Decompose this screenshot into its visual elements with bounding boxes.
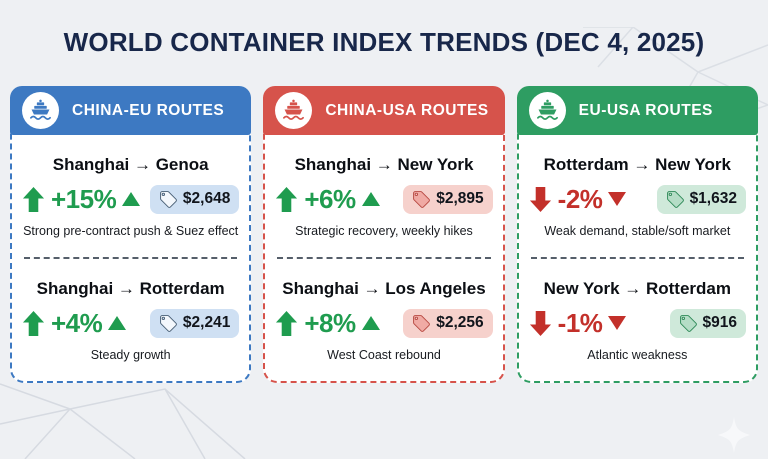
ship-icon [22, 92, 59, 129]
change-percent: -1% [557, 307, 603, 338]
price-pill: $2,648 [149, 184, 240, 214]
price-value: $2,895 [436, 190, 484, 207]
route-metrics: +4% $2,241 [12, 308, 249, 339]
price-pill: $1,632 [656, 184, 746, 214]
card-eu-usa-header: EU-USA ROUTES [516, 86, 758, 135]
route-new-york-rotterdam: New York → Rotterdam -1% $916 Atlantic w… [519, 259, 756, 381]
price-pill: $2,256 [403, 308, 493, 338]
card-title: CHINA-EU ROUTES [72, 101, 225, 119]
card-body: Shanghai → New York +6% $2,895 Strategic… [265, 135, 502, 381]
route-metrics: +8% $2,256 [265, 308, 502, 339]
route-rotterdam-new-york: Rotterdam → New York -2% $1,632 Weak dem… [519, 135, 756, 257]
trend-up-arrow-icon [22, 310, 45, 336]
trend-up-arrow-icon [276, 310, 298, 336]
trend-triangle-icon [608, 316, 627, 330]
trend-up-arrow-icon [276, 186, 298, 212]
change-percent: -2% [557, 183, 603, 214]
route-metrics: -2% $1,632 [519, 184, 756, 215]
sparkle-decoration [718, 417, 750, 453]
card-china-usa-header: CHINA-USA ROUTES [263, 86, 505, 135]
trend-triangle-icon [608, 192, 627, 206]
change-percent: +8% [304, 307, 356, 338]
price-value: $1,632 [689, 190, 737, 207]
change-percent: +15% [51, 183, 117, 214]
price-tag-icon [160, 190, 177, 208]
card-china-eu: CHINA-EU ROUTES Shanghai → Genoa +15% $2… [10, 86, 252, 383]
card-china-eu-header: CHINA-EU ROUTES [10, 86, 252, 135]
ship-icon [528, 92, 566, 129]
route-shanghai-los-angeles: Shanghai → Los Angeles +8% $2,256 West C… [265, 259, 502, 381]
route-shanghai-genoa: Shanghai → Genoa +15% $2,648 Strong pre-… [12, 135, 249, 257]
route-metrics: +15% $2,648 [12, 184, 249, 215]
trend-up-arrow-icon [22, 186, 45, 212]
price-pill: $916 [669, 308, 746, 338]
price-pill: $2,241 [149, 308, 240, 338]
trend-triangle-icon [108, 316, 127, 330]
card-china-usa: CHINA-USA ROUTES Shanghai → New York +6%… [263, 86, 505, 383]
price-value: $2,648 [182, 190, 231, 207]
card-body: Shanghai → Genoa +15% $2,648 Strong pre-… [12, 135, 249, 381]
ship-icon [275, 92, 313, 129]
card-title: CHINA-USA ROUTES [325, 101, 489, 119]
price-value: $2,241 [182, 314, 231, 331]
route-divider [24, 257, 238, 259]
card-body: Rotterdam → New York -2% $1,632 Weak dem… [519, 135, 756, 381]
page-title: WORLD CONTAINER INDEX TRENDS (DEC 4, 202… [63, 27, 705, 57]
route-note: Strategic recovery, weekly hikes [295, 223, 473, 238]
route-divider [277, 257, 491, 259]
route-label: Shanghai → Los Angeles [282, 278, 486, 298]
card-eu-usa: EU-USA ROUTES Rotterdam → New York -2% $… [516, 86, 758, 383]
route-cards: CHINA-EU ROUTES Shanghai → Genoa +15% $2… [0, 86, 768, 383]
route-note: Weak demand, stable/soft market [544, 223, 731, 238]
route-note: West Coast rebound [327, 347, 441, 362]
route-note: Atlantic weakness [587, 347, 688, 362]
route-note: Steady growth [90, 347, 171, 362]
route-metrics: +6% $2,895 [265, 184, 502, 215]
change-percent: +6% [304, 183, 356, 214]
route-label: New York → Rotterdam [543, 278, 731, 298]
change-percent: +4% [51, 307, 103, 338]
route-note: Strong pre-contract push & Suez effect [23, 223, 239, 238]
trend-triangle-icon [361, 192, 380, 206]
route-label: Rotterdam → New York [543, 154, 731, 174]
price-tag-icon [160, 314, 177, 332]
price-value: $2,256 [436, 314, 484, 331]
trend-down-arrow-icon [529, 186, 551, 212]
price-tag-icon [413, 190, 431, 208]
price-tag-icon [413, 314, 431, 332]
route-shanghai-rotterdam: Shanghai → Rotterdam +4% $2,241 Steady g… [12, 259, 249, 381]
route-label: Shanghai → Genoa [52, 154, 209, 174]
route-label: Shanghai → New York [294, 154, 474, 174]
route-metrics: -1% $916 [519, 308, 756, 339]
price-tag-icon [666, 190, 684, 208]
price-value: $916 [702, 314, 737, 331]
price-pill: $2,895 [403, 184, 493, 214]
trend-triangle-icon [122, 192, 141, 206]
route-shanghai-new-york: Shanghai → New York +6% $2,895 Strategic… [265, 135, 502, 257]
route-divider [530, 257, 744, 259]
route-label: Shanghai → Rotterdam [36, 278, 225, 298]
card-title: EU-USA ROUTES [578, 101, 713, 119]
trend-down-arrow-icon [529, 310, 551, 336]
trend-triangle-icon [361, 316, 380, 330]
price-tag-icon [679, 314, 697, 332]
